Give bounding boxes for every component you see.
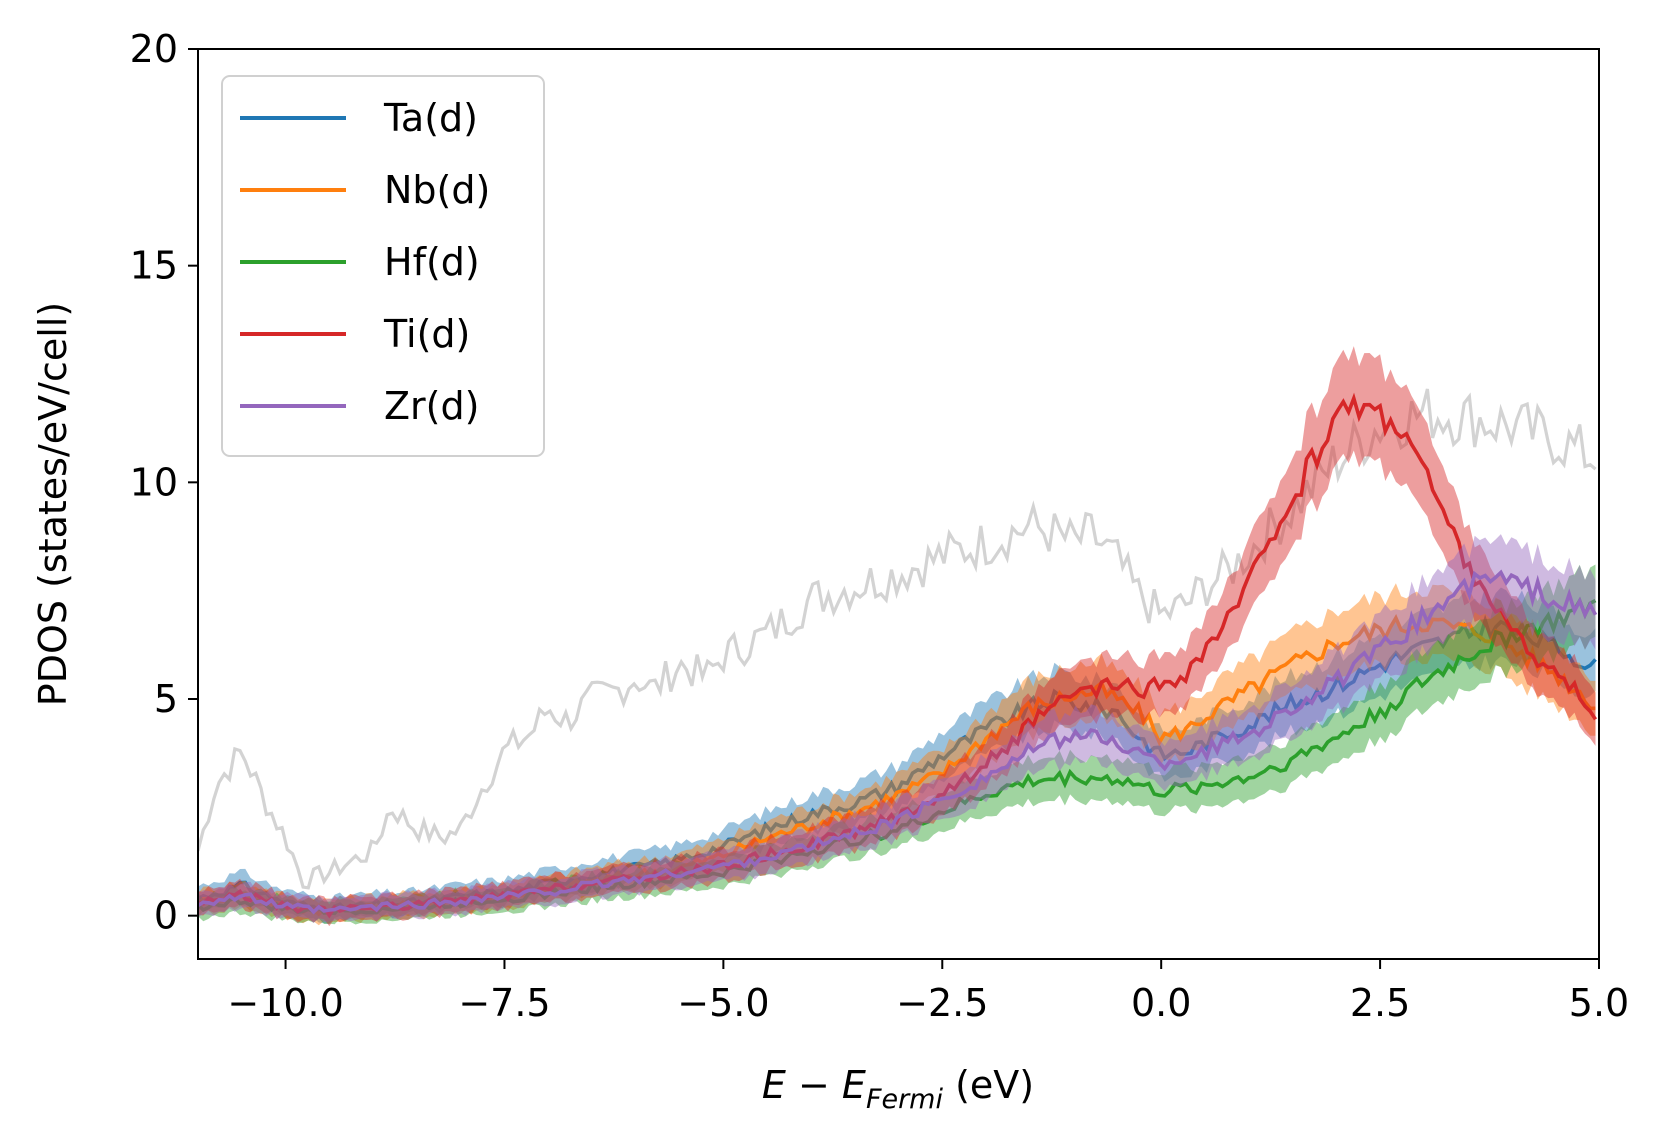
- legend-label: Nb(d): [384, 168, 490, 212]
- y-axis-title: PDOS (states/eV/cell): [31, 302, 75, 706]
- x-axis-title: E − EFermi (eV): [762, 1063, 1034, 1115]
- series-line-Hf(d): [198, 596, 1597, 916]
- y-axis: 0 5 10 15 20: [130, 27, 198, 938]
- series-line-Nb(d): [198, 614, 1596, 917]
- legend-box: [221, 75, 545, 457]
- plot-area: [198, 346, 1598, 927]
- series-band-Nb(d): [198, 583, 1596, 926]
- legend-label: Zr(d): [384, 384, 479, 428]
- legend-label: Hf(d): [384, 240, 480, 284]
- legend[interactable]: Ta(d) Nb(d) Hf(d) Ti(d) Zr(d): [221, 75, 545, 457]
- legend-label: Ti(d): [383, 312, 470, 356]
- y-tick-label: 5: [154, 677, 178, 721]
- x-axis: −10.0 −7.5 −5.0 −2.5 0.0 2.5 5.0: [227, 959, 1629, 1025]
- y-tick-label: 10: [130, 460, 178, 504]
- y-tick-label: 15: [130, 244, 178, 288]
- x-tick-label: 2.5: [1350, 981, 1410, 1025]
- x-tick-label: −2.5: [896, 981, 988, 1025]
- reference-line: [198, 388, 1597, 890]
- x-tick-label: −10.0: [227, 981, 343, 1025]
- series-band-Ti(d): [198, 346, 1596, 927]
- x-tick-label: −7.5: [458, 981, 550, 1025]
- y-tick-label: 20: [130, 27, 178, 71]
- axes-frame: [197, 48, 1600, 960]
- series-band-Ta(d): [198, 586, 1596, 925]
- x-tick-label: 5.0: [1569, 981, 1629, 1025]
- series-line-Zr(d): [198, 569, 1598, 915]
- x-tick-label: 0.0: [1131, 981, 1191, 1025]
- series-band-Hf(d): [198, 564, 1596, 925]
- legend-label: Ta(d): [383, 96, 478, 140]
- x-tick-label: −5.0: [677, 981, 769, 1025]
- series-band-Zr(d): [198, 534, 1596, 923]
- y-tick-label: 0: [154, 894, 178, 938]
